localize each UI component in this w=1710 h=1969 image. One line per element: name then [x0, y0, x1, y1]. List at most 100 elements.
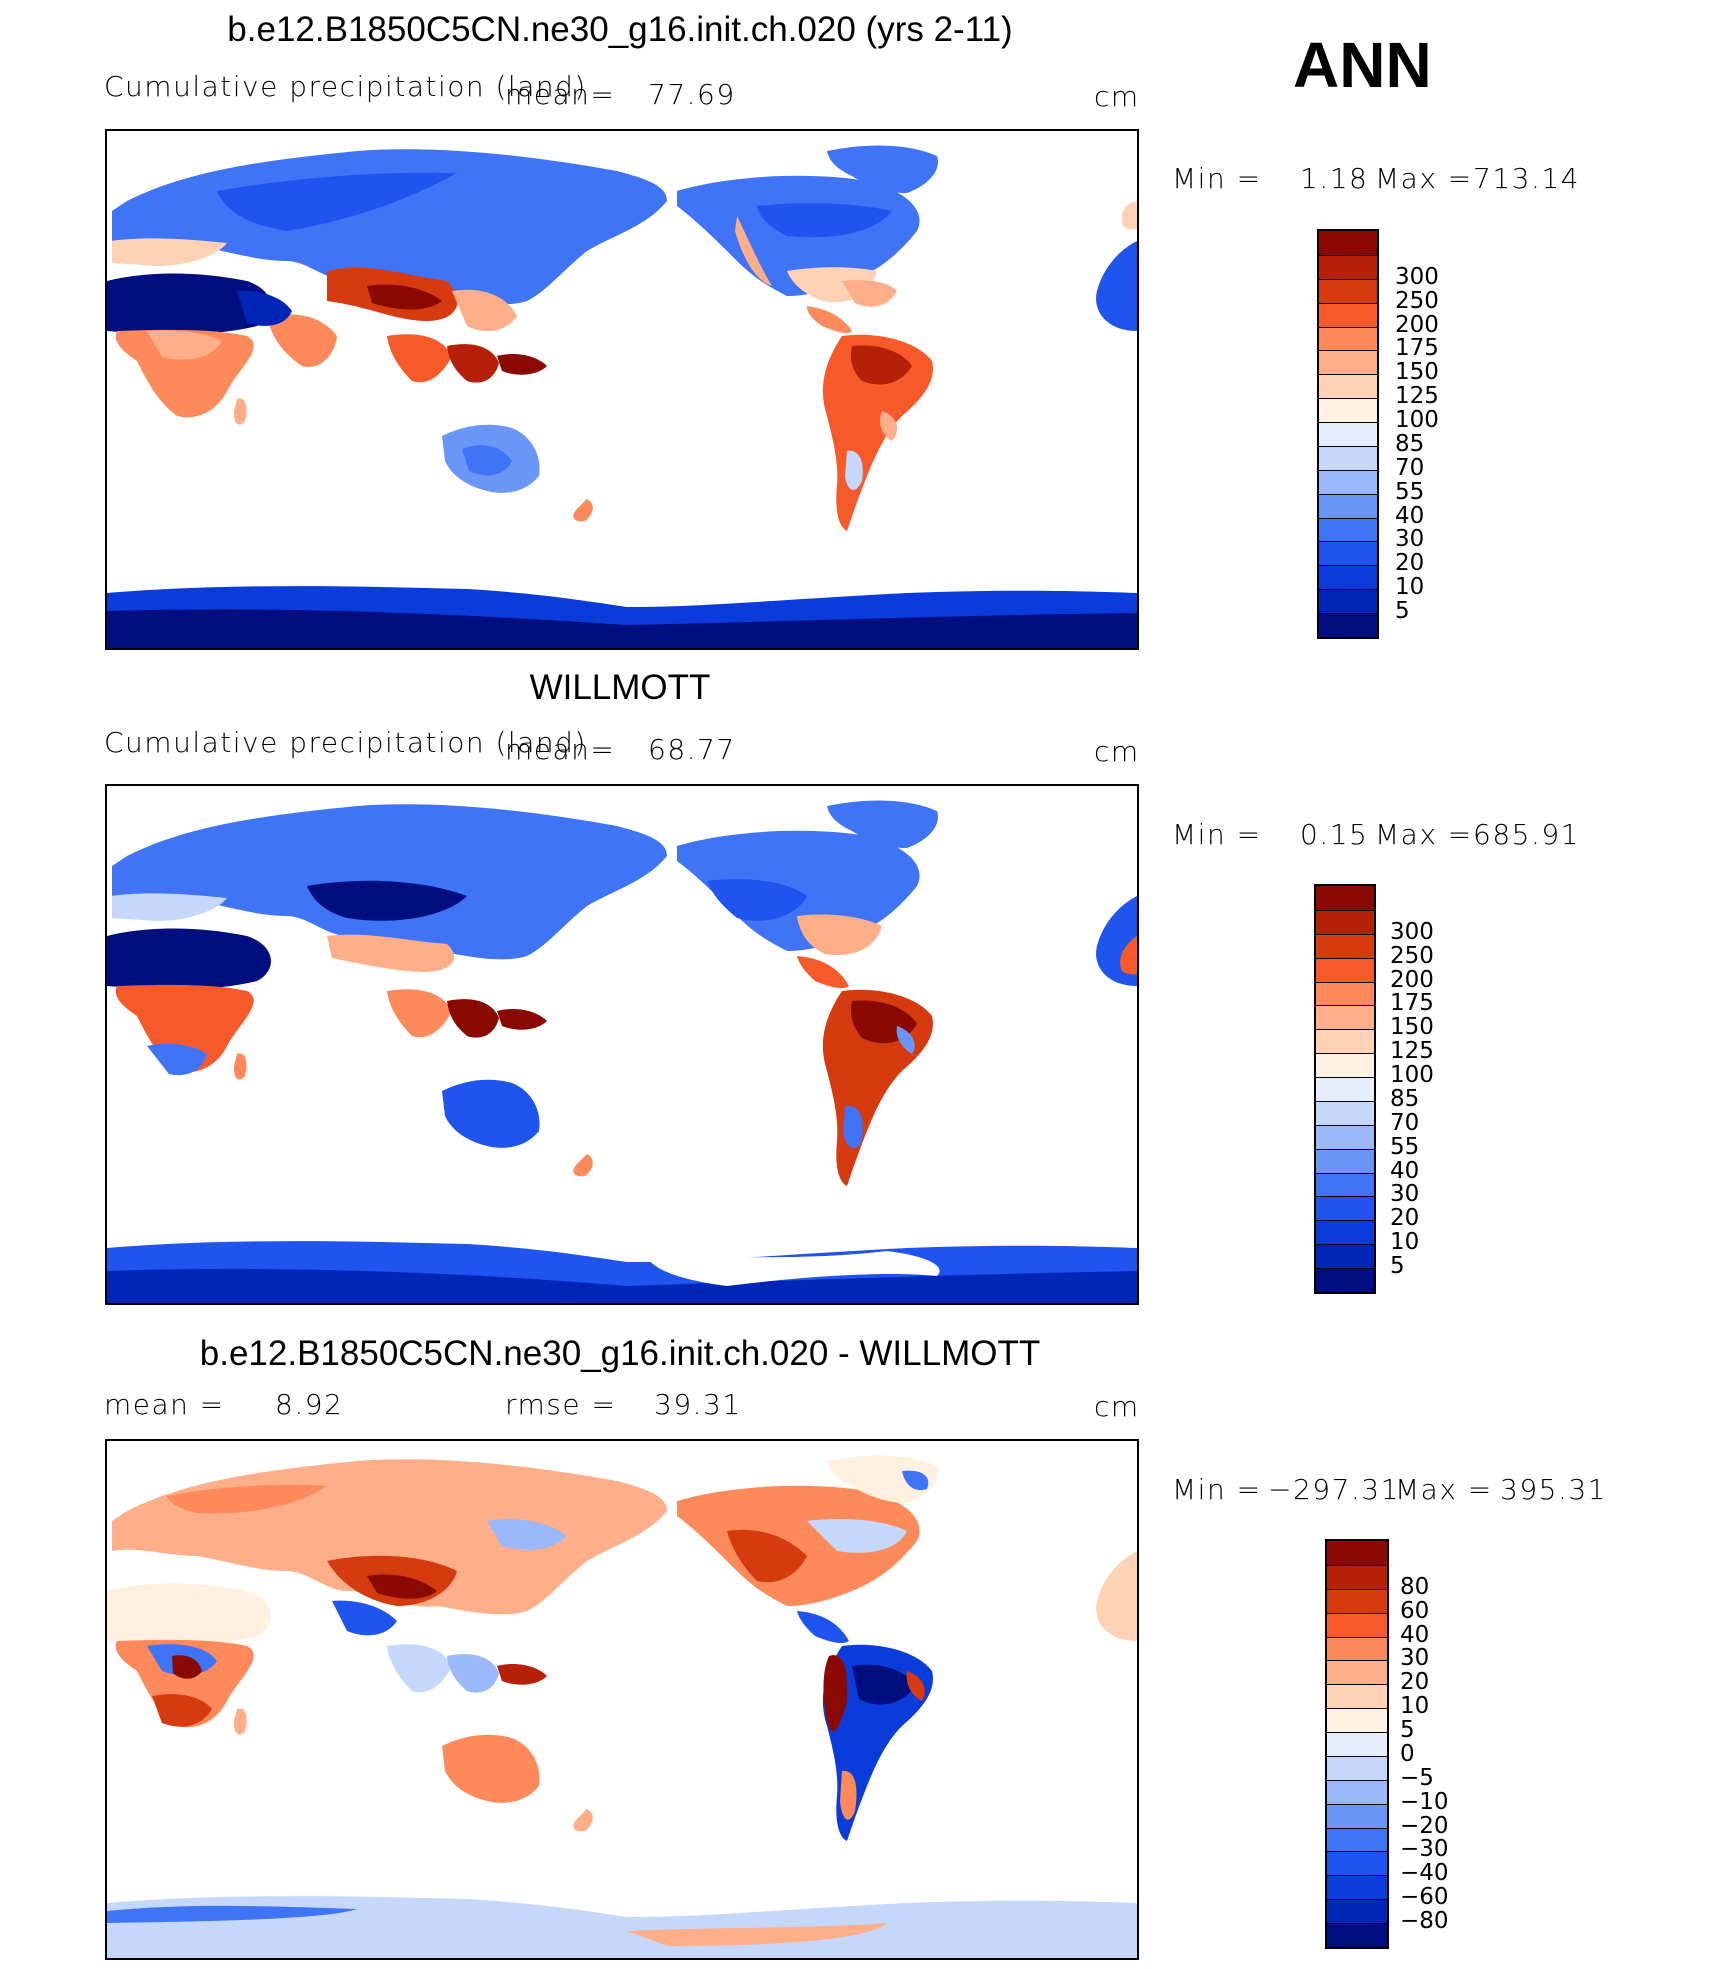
colorbar-tick-label: 40 — [1400, 1621, 1430, 1648]
colorbar-swatch — [1319, 326, 1377, 351]
colorbar-swatch — [1316, 1053, 1374, 1078]
colorbar-swatch — [1319, 374, 1377, 399]
panel-3-colorbar — [1325, 1539, 1389, 1949]
colorbar-tick-label: 30 — [1390, 1181, 1420, 1208]
colorbar-tick-label: 175 — [1395, 335, 1439, 362]
colorbar-swatch — [1319, 445, 1377, 470]
colorbar-swatch — [1327, 1851, 1387, 1876]
season-label: ANN — [1293, 29, 1432, 101]
colorbar-swatch — [1327, 1541, 1387, 1565]
colorbar-tick-label: 300 — [1395, 263, 1439, 290]
colorbar-swatch — [1319, 493, 1377, 518]
panel-1-max-label: Max = — [1375, 162, 1473, 195]
colorbar-swatch — [1316, 1172, 1374, 1197]
colorbar-tick-label: 30 — [1400, 1645, 1430, 1672]
colorbar-tick-label: 80 — [1400, 1573, 1430, 1600]
colorbar-tick-label: 85 — [1390, 1085, 1420, 1112]
colorbar-tick-label: 10 — [1395, 574, 1425, 601]
colorbar-tick-label: 5 — [1395, 598, 1410, 625]
colorbar-swatch — [1327, 1803, 1387, 1828]
colorbar-tick-label: 55 — [1395, 478, 1425, 505]
colorbar-tick-label: −10 — [1400, 1788, 1449, 1815]
colorbar-swatch — [1319, 398, 1377, 423]
panel-1-colorbar — [1317, 229, 1379, 639]
colorbar-tick-label: 0 — [1400, 1740, 1415, 1767]
colorbar-swatch — [1316, 1077, 1374, 1101]
panel-1-mean-label: mean= — [505, 78, 616, 111]
colorbar-swatch — [1327, 1779, 1387, 1804]
colorbar-swatch — [1316, 1005, 1374, 1030]
colorbar-swatch — [1319, 565, 1377, 590]
colorbar-tick-label: 150 — [1395, 359, 1439, 386]
colorbar-swatch — [1316, 981, 1374, 1006]
colorbar-swatch — [1327, 1636, 1387, 1661]
colorbar-swatch — [1316, 1029, 1374, 1054]
colorbar-tick-label: 55 — [1390, 1133, 1420, 1160]
colorbar-swatch — [1327, 1875, 1387, 1900]
panel-3-map — [105, 1439, 1139, 1960]
colorbar-tick-label: −40 — [1400, 1860, 1449, 1887]
colorbar-tick-label: 40 — [1395, 502, 1425, 529]
colorbar-tick-label: 40 — [1390, 1157, 1420, 1184]
colorbar-tick-label: 200 — [1390, 966, 1434, 993]
panel-2-colorbar-ticks: 5 10 20 30 40 55 70 85 100 125 150 175 200 250 300 — [1390, 884, 1470, 1290]
colorbar-tick-label: 5 — [1400, 1717, 1415, 1744]
colorbar-tick-label: 20 — [1395, 550, 1425, 577]
colorbar-tick-label: 250 — [1390, 942, 1434, 969]
colorbar-tick-label: 30 — [1395, 526, 1425, 553]
panel-3-mean-value: 8.92 — [275, 1388, 344, 1421]
panel-1-mean-value: 77.69 — [648, 78, 736, 111]
colorbar-swatch — [1327, 1827, 1387, 1852]
panel-3-rmse-label: rmse = — [505, 1388, 617, 1421]
colorbar-swatch — [1327, 1708, 1387, 1733]
colorbar-swatch — [1319, 613, 1377, 637]
colorbar-swatch — [1327, 1612, 1387, 1637]
colorbar-tick-label: 20 — [1400, 1669, 1430, 1696]
colorbar-swatch — [1316, 1148, 1374, 1173]
colorbar-tick-label: 70 — [1395, 454, 1425, 481]
panel-2-map — [105, 784, 1139, 1305]
colorbar-swatch — [1319, 541, 1377, 566]
colorbar-swatch — [1319, 589, 1377, 614]
panel-2-mean-value: 68.77 — [648, 733, 736, 766]
colorbar-swatch — [1327, 1684, 1387, 1709]
panel-2-mean-label: mean= — [505, 733, 616, 766]
colorbar-swatch — [1327, 1660, 1387, 1685]
colorbar-tick-label: 175 — [1390, 990, 1434, 1017]
colorbar-swatch — [1316, 1268, 1374, 1292]
panel-2-map-canvas — [107, 800, 1137, 1303]
panel-2-units: cm — [1094, 735, 1140, 768]
panel-2-field-label: Cumulative precipitation (land) — [104, 726, 587, 759]
panel-2-colorbar — [1314, 884, 1376, 1294]
colorbar-tick-label: −30 — [1400, 1836, 1449, 1863]
colorbar-swatch — [1319, 350, 1377, 375]
colorbar-swatch — [1316, 957, 1374, 982]
colorbar-tick-label: −60 — [1400, 1884, 1449, 1911]
colorbar-tick-label: 100 — [1390, 1062, 1434, 1089]
colorbar-tick-label: 85 — [1395, 430, 1425, 457]
colorbar-swatch — [1316, 886, 1374, 910]
panel-1-colorbar-ticks: 5 10 20 30 40 55 70 85 100 125 150 175 200 250 300 — [1395, 229, 1475, 635]
colorbar-swatch — [1316, 909, 1374, 934]
colorbar-swatch — [1316, 1220, 1374, 1245]
colorbar-swatch — [1319, 254, 1377, 279]
panel-2-max-value: 685.91 — [1473, 818, 1580, 851]
colorbar-tick-label: 10 — [1390, 1229, 1420, 1256]
panel-2-title: WILLMOTT — [529, 668, 711, 707]
colorbar-tick-label: 300 — [1390, 918, 1434, 945]
colorbar-swatch — [1327, 1923, 1387, 1947]
panel-1-title: b.e12.B1850C5CN.ne30_g16.init.ch.020 (yr… — [227, 10, 1013, 49]
panel-1-map — [105, 129, 1139, 650]
panel-1-field-label: Cumulative precipitation (land) — [104, 70, 587, 103]
panel-1-min-value: 1.18 — [1300, 162, 1369, 195]
colorbar-tick-label: 10 — [1400, 1693, 1430, 1720]
colorbar-swatch — [1316, 1100, 1374, 1125]
colorbar-swatch — [1327, 1564, 1387, 1589]
colorbar-swatch — [1316, 1124, 1374, 1149]
panel-3-rmse-value: 39.31 — [654, 1388, 742, 1421]
colorbar-tick-label: 70 — [1390, 1109, 1420, 1136]
colorbar-swatch — [1319, 231, 1377, 255]
colorbar-swatch — [1327, 1732, 1387, 1756]
colorbar-tick-label: 60 — [1400, 1597, 1430, 1624]
panel-1-units: cm — [1094, 80, 1140, 113]
